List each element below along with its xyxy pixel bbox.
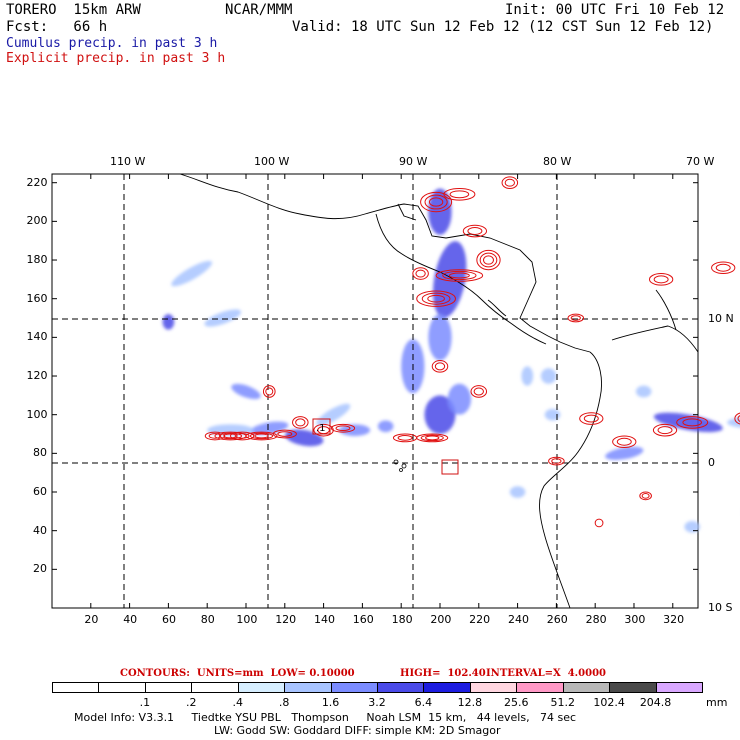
colorbar-label: 204.8: [639, 696, 672, 709]
x-tick-300: 300: [624, 613, 646, 626]
init-time: Init: 00 UTC Fri 10 Feb 12: [505, 2, 725, 18]
lat-label-10n: 10 N: [708, 312, 734, 325]
x-tick-80: 80: [200, 613, 215, 626]
x-tick-280: 280: [585, 613, 607, 626]
colorbar-cell: [98, 682, 146, 693]
lon-label-110w: 110 W: [110, 155, 146, 168]
box1-label: .1: [316, 423, 326, 434]
lon-label-80w: 80 W: [543, 155, 572, 168]
x-tick-200: 200: [430, 613, 452, 626]
lon-label-70w: 70 W: [686, 155, 715, 168]
lat-lon-grid: [52, 174, 698, 608]
x-tick-160: 160: [352, 613, 374, 626]
x-tick-180: 180: [391, 613, 413, 626]
y-tick-20: 20: [33, 562, 47, 576]
colorbar-cell: [377, 682, 425, 693]
local-max-boxes: [312, 418, 459, 475]
colorbar-cell: [609, 682, 657, 693]
colorbar-label: .8: [278, 696, 290, 709]
colorbar-cell: [655, 682, 703, 693]
axis-ticks: [52, 174, 698, 608]
y-tick-220: 220: [26, 175, 48, 189]
colorbar-label: 51.2: [550, 696, 575, 709]
colorbar-label: .4: [232, 696, 243, 709]
colorbar-cell: [191, 682, 239, 693]
colorbar-cell: [469, 682, 518, 693]
y-tick-40: 40: [33, 523, 47, 537]
colorbar-label: .1: [139, 696, 151, 709]
colorbar-label: 6.4: [414, 696, 433, 709]
x-tick-40: 40: [123, 613, 138, 626]
center-label: NCAR/MMM: [225, 2, 293, 18]
model-title: TORERO 15km ARW: [6, 2, 141, 18]
x-tick-260: 260: [546, 613, 568, 626]
y-tick-60: 60: [33, 485, 47, 498]
lon-label-100w: 100 W: [254, 155, 290, 168]
model-info-line1: Model Info: V3.3.1 Tiedtke YSU PBL Thomp…: [74, 711, 577, 724]
y-tick-180: 180: [26, 253, 48, 267]
valid-time: Valid: 18 UTC Sun 12 Feb 12 (12 CST Sun …: [292, 19, 714, 35]
x-tick-240: 240: [507, 613, 529, 626]
colorbar-unit: mm: [706, 696, 728, 709]
x-tick-320: 320: [663, 613, 685, 626]
colorbar-label: 1.6: [321, 696, 340, 709]
x-tick-120: 120: [275, 613, 297, 626]
colorbar-cell: [144, 682, 193, 693]
x-tick-60: 60: [161, 613, 176, 626]
colorbar-cell: [516, 682, 564, 693]
contours-interval: INTERVAL=X 4.0000: [486, 668, 606, 679]
colorbar-label: 3.2: [368, 696, 386, 709]
model-info-line2: LW: Godd SW: Goddard DIFF: simple KM: 2D…: [214, 724, 501, 737]
colorbar-cell: [330, 682, 378, 693]
lat-label-0: 0: [708, 456, 715, 469]
forecast-hour: Fcst: 66 h: [6, 19, 108, 35]
y-tick-200: 200: [26, 214, 48, 228]
colorbar-label: 102.4: [593, 696, 625, 709]
galapagos: [393, 459, 407, 472]
lon-label-90w: 90 W: [399, 155, 428, 168]
cumulus-legend: Cumulus precip. in past 3 h: [6, 36, 218, 51]
coastlines: [179, 173, 699, 609]
lat-label-10s: 10 S: [708, 601, 733, 614]
colorbar-cell: [237, 682, 286, 693]
colorbar-label: 12.8: [457, 696, 483, 709]
y-tick-80: 80: [33, 446, 47, 460]
colorbar-label: .2: [186, 696, 197, 709]
contours-info: CONTOURS: UNITS=mm LOW= 0.10000: [120, 668, 355, 679]
x-tick-220: 220: [469, 613, 491, 626]
y-tick-160: 160: [26, 291, 48, 305]
colorbar-label: 25.6: [504, 696, 529, 709]
colorbar-cell: [52, 682, 100, 693]
colorbar-cell: [423, 682, 471, 693]
x-tick-140: 140: [313, 613, 335, 626]
x-tick-100: 100: [236, 613, 258, 626]
x-tick-20: 20: [84, 613, 99, 626]
colorbar-cell: [562, 682, 611, 693]
explicit-legend: Explicit precip. in past 3 h: [6, 51, 226, 66]
colorbar-cell: [284, 682, 332, 693]
map-frame: [51, 173, 699, 609]
y-tick-140: 140: [26, 330, 48, 344]
y-tick-120: 120: [26, 369, 48, 383]
y-tick-100: 100: [26, 407, 48, 421]
contours-high: HIGH= 102.40: [400, 668, 486, 679]
